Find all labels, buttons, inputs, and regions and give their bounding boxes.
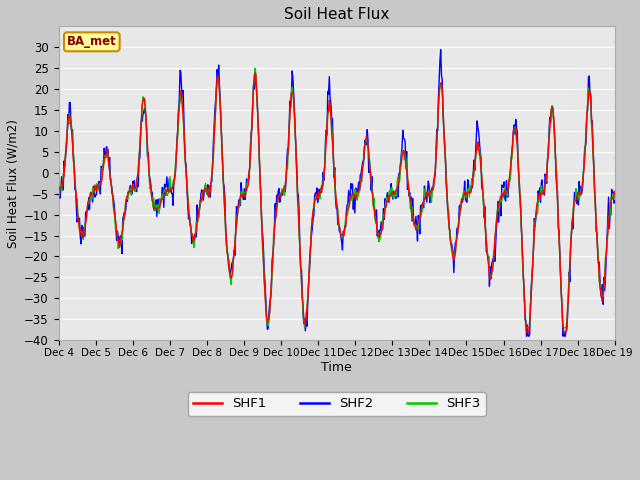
Y-axis label: Soil Heat Flux (W/m2): Soil Heat Flux (W/m2) (7, 119, 20, 248)
Title: Soil Heat Flux: Soil Heat Flux (284, 7, 389, 22)
X-axis label: Time: Time (321, 361, 352, 374)
Text: BA_met: BA_met (67, 36, 116, 48)
Legend: SHF1, SHF2, SHF3: SHF1, SHF2, SHF3 (188, 392, 486, 416)
